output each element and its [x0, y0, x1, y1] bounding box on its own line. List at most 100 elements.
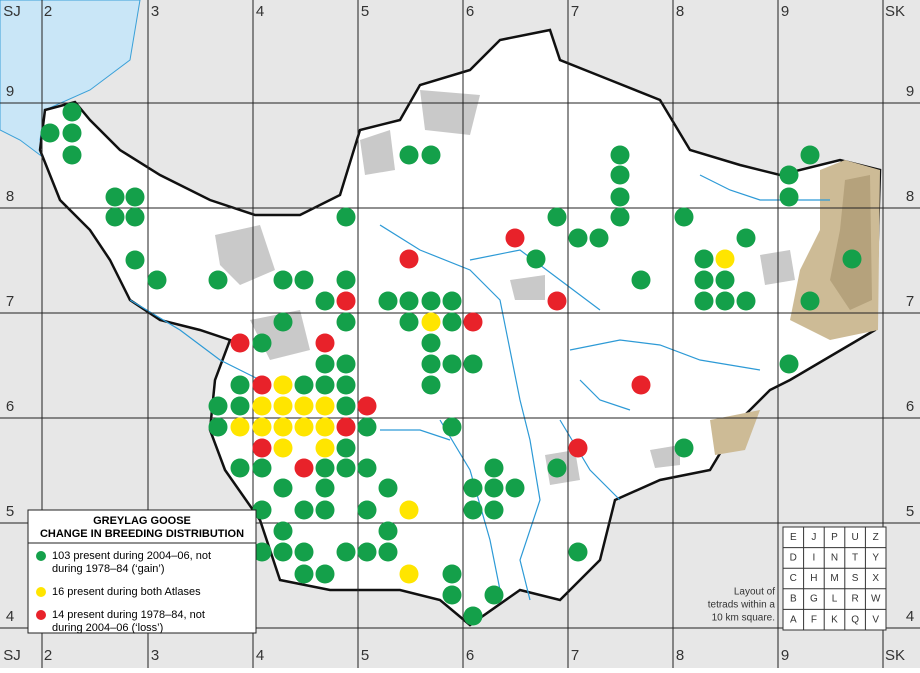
grid-column-label: 3: [151, 647, 159, 664]
gain-dot: [294, 270, 314, 290]
gain-dot: [421, 354, 441, 374]
gain-dot: [442, 291, 462, 311]
loss-dot: [315, 333, 335, 353]
gain-dot: [463, 500, 483, 520]
gain-dot: [610, 187, 630, 207]
tetrad-letter: W: [871, 594, 881, 605]
legend-box: [27, 509, 257, 634]
tetrad-caption: 10 km square.: [712, 613, 775, 624]
loss-dot: [505, 228, 525, 248]
tetrad-letter: H: [810, 573, 817, 584]
grid-column-label: SK: [885, 3, 905, 20]
grid-column-label: 7: [571, 3, 579, 20]
gain-dot: [610, 145, 630, 165]
gain-dot: [694, 270, 714, 290]
grid-row-label: 7: [906, 293, 914, 310]
tetrad-letter: N: [831, 553, 838, 564]
gain-dot: [208, 396, 228, 416]
gain-dot: [230, 396, 250, 416]
gain-dot: [336, 396, 356, 416]
gain-dot: [336, 458, 356, 478]
gain-dot: [315, 500, 335, 520]
gain-dot: [484, 478, 504, 498]
gain-dot: [842, 249, 862, 269]
gain-dot: [273, 478, 293, 498]
gain-dot: [105, 207, 125, 227]
both-dot: [252, 417, 272, 437]
gain-dot: [779, 165, 799, 185]
gain-dot: [421, 145, 441, 165]
gain-dot: [378, 291, 398, 311]
loss-dot: [294, 458, 314, 478]
gain-dot: [62, 123, 82, 143]
gain-dot: [463, 606, 483, 626]
gain-dot: [442, 312, 462, 332]
grid-row-label: 9: [6, 83, 14, 100]
gain-dot: [125, 187, 145, 207]
gain-dot: [357, 500, 377, 520]
tetrad-letter: C: [790, 573, 797, 584]
gain-dot: [442, 417, 462, 437]
gain-dot: [230, 458, 250, 478]
gain-dot: [505, 478, 525, 498]
tetrad-letter: S: [852, 573, 859, 584]
tetrad-caption: Layout of: [734, 587, 775, 598]
gain-dot: [442, 564, 462, 584]
tetrad-letter: Z: [873, 532, 879, 543]
grid-row-label: 8: [906, 188, 914, 205]
gain-dot: [421, 333, 441, 353]
both-dot: [315, 396, 335, 416]
grid-column-label: 7: [571, 647, 579, 664]
tetrad-letter: E: [790, 532, 797, 543]
gain-dot: [273, 542, 293, 562]
legend-dot: [36, 587, 46, 597]
gain-dot: [610, 165, 630, 185]
high-hills: [830, 175, 872, 310]
loss-dot: [252, 438, 272, 458]
loss-dot: [399, 249, 419, 269]
both-dot: [399, 564, 419, 584]
grid-row-label: 9: [906, 83, 914, 100]
grid-row-label: 7: [6, 293, 14, 310]
gain-dot: [589, 228, 609, 248]
tetrad-letter: V: [872, 614, 879, 625]
grid-column-label: 5: [361, 3, 369, 20]
gain-dot: [399, 312, 419, 332]
grid-column-label: SJ: [3, 3, 21, 20]
gain-dot: [547, 458, 567, 478]
both-dot: [273, 375, 293, 395]
tetrad-letter: G: [810, 594, 818, 605]
gain-dot: [357, 542, 377, 562]
loss-dot: [357, 396, 377, 416]
gain-dot: [273, 270, 293, 290]
gain-dot: [294, 542, 314, 562]
grid-row-label: 5: [6, 503, 14, 520]
legend-label: 103 present during 2004–06, not: [52, 550, 211, 562]
county-outline: [38, 28, 882, 627]
gain-dot: [273, 312, 293, 332]
grid-column-label: 2: [44, 647, 52, 664]
loss-dot: [252, 375, 272, 395]
tetrad-letter: B: [790, 594, 797, 605]
tetrad-letter: Y: [872, 553, 879, 564]
gain-dot: [715, 291, 735, 311]
grid-column-label: 8: [676, 3, 684, 20]
gain-dot: [252, 542, 272, 562]
grid-column-label: 3: [151, 3, 159, 20]
tetrad-letter: J: [811, 532, 816, 543]
tetrad-letter: P: [831, 532, 838, 543]
gain-dot: [125, 207, 145, 227]
tetrad-letter: F: [811, 614, 817, 625]
gain-dot: [315, 375, 335, 395]
loss-dot: [547, 291, 567, 311]
tetrad-letter: L: [832, 594, 838, 605]
gain-dot: [421, 291, 441, 311]
gain-dot: [736, 228, 756, 248]
grid-column-label: 5: [361, 647, 369, 664]
loss-dot: [336, 417, 356, 437]
legend-dot: [36, 610, 46, 620]
gain-dot: [252, 333, 272, 353]
grid-row-label: 4: [906, 608, 914, 625]
